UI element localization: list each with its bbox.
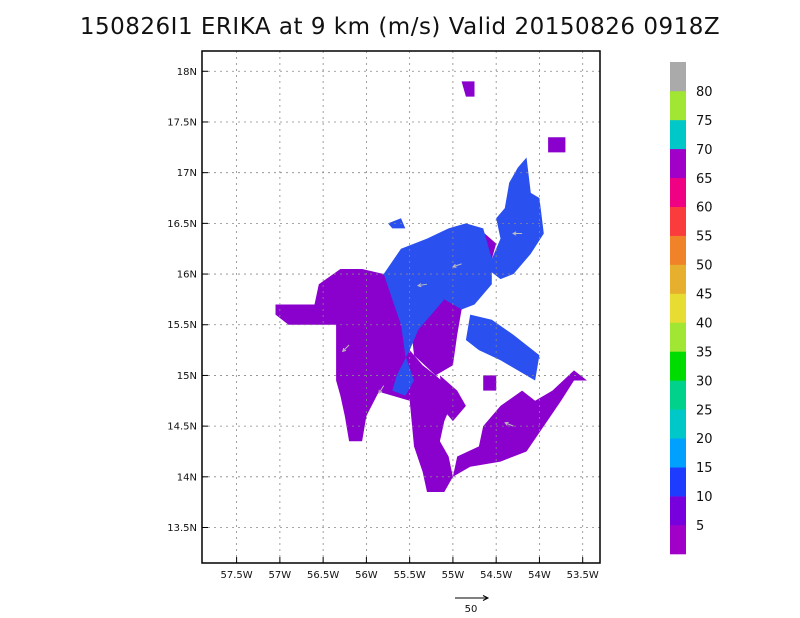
x-tick-label: 57W	[269, 570, 292, 581]
colorbar-label: 45	[696, 288, 713, 303]
y-tick-label: 15.5N	[167, 320, 197, 331]
wind-vector-head	[417, 283, 422, 288]
wind-region-10-15-0	[383, 223, 492, 396]
wind-region-10-15-3	[388, 218, 406, 229]
y-tick-label: 18N	[177, 67, 197, 78]
wind-region-10-15-2	[465, 314, 540, 381]
y-tick-label: 14.5N	[167, 422, 197, 433]
y-tick-label: 13.5N	[167, 523, 197, 534]
plot-frame	[201, 50, 601, 564]
colorbar-label: 70	[696, 143, 713, 158]
colorbar-swatch	[670, 177, 686, 207]
x-tick-label: 53.5W	[567, 570, 599, 581]
colorbar-label: 25	[696, 403, 713, 418]
colorbar-swatch	[670, 90, 686, 121]
y-axis: 13.5N 14N 14.5N 15N 15.5N 16N 16.5N 17N 17.5N 18N	[167, 67, 208, 534]
colorbar-label: 40	[696, 317, 713, 332]
colorbar-swatch	[670, 525, 686, 555]
colorbar-swatch	[670, 293, 686, 323]
colorbar-label: 50	[696, 259, 713, 274]
wind-region-5-10-1	[375, 329, 453, 492]
x-tick-label: 55.5W	[394, 570, 426, 581]
colorbar-swatch	[670, 322, 686, 352]
wind-vectors	[341, 231, 523, 427]
x-tick-label: 56.5W	[307, 570, 339, 581]
colorbar-swatch	[670, 148, 686, 179]
wind-scale-arrowhead	[482, 595, 490, 601]
colorbar-swatch	[670, 264, 686, 294]
colorbar-swatch	[670, 62, 686, 92]
wind-vector	[452, 263, 462, 268]
x-axis: 57.5W 57W 56.5W 56W 55.5W 55W 54.5W 54W 53.5W	[221, 557, 599, 581]
colorbar-swatch	[670, 496, 686, 526]
colorbar-swatch	[670, 351, 686, 381]
colorbar-label: 80	[696, 85, 713, 100]
y-tick-label: 14N	[177, 472, 197, 483]
wind-region-5-10-5	[483, 375, 497, 391]
wind-vector-head	[378, 389, 383, 395]
colorbar-swatch	[670, 119, 686, 150]
wind-region-5-10-7	[548, 137, 566, 153]
colorbar-label: 20	[696, 432, 713, 447]
colorbar-swatch	[670, 380, 686, 410]
colorbar-label: 75	[696, 114, 713, 129]
y-tick-label: 16.5N	[167, 219, 197, 230]
chart-title: 150826I1 ERIKA at 9 km (m/s) Valid 20150…	[79, 14, 721, 40]
colorbar-swatch	[670, 206, 686, 236]
wind-scale: 50	[455, 595, 490, 615]
wind-vector	[342, 344, 350, 352]
x-tick-label: 54.5W	[480, 570, 512, 581]
colorbar-label: 30	[696, 374, 713, 389]
wind-region-10-15-1	[487, 157, 544, 280]
x-tick-label: 54W	[528, 570, 551, 581]
wind-scale-label: 50	[465, 604, 478, 615]
wind-vector-head	[504, 421, 509, 426]
colorbar-swatch	[670, 467, 686, 497]
colorbar-label: 10	[696, 490, 713, 505]
colorbar-label: 65	[696, 172, 713, 187]
colorbar-label: 5	[696, 519, 704, 534]
wind-field	[275, 81, 587, 492]
y-tick-label: 17N	[177, 168, 197, 179]
x-tick-label: 56W	[355, 570, 378, 581]
wind-vector	[378, 385, 385, 394]
colorbar-label: 15	[696, 461, 713, 476]
y-tick-label: 17.5N	[167, 117, 197, 128]
grid-lines	[202, 51, 600, 563]
y-tick-label: 15N	[177, 371, 197, 382]
colorbar-swatch	[670, 409, 686, 439]
wind-vector-head	[341, 347, 347, 353]
wind-region-5-10-4	[439, 375, 466, 422]
wind-region-5-10-6	[461, 81, 475, 97]
colorbar: 5 10 15 20 25 30 35 40 45 50 55 60 65 70 75 80	[670, 62, 713, 555]
y-tick-label: 16N	[177, 270, 197, 281]
x-tick-label: 57.5W	[221, 570, 253, 581]
wind-vector-head	[452, 263, 457, 268]
colorbar-label: 55	[696, 230, 713, 245]
colorbar-swatch	[670, 235, 686, 265]
colorbar-swatch	[670, 438, 686, 468]
colorbar-label: 60	[696, 201, 713, 216]
colorbar-label: 35	[696, 345, 713, 360]
wind-vector	[417, 283, 428, 287]
wind-region-5-10-3	[452, 370, 587, 477]
x-tick-label: 55W	[442, 570, 465, 581]
wind-vector-head	[512, 231, 517, 236]
wind-vector	[504, 422, 514, 427]
